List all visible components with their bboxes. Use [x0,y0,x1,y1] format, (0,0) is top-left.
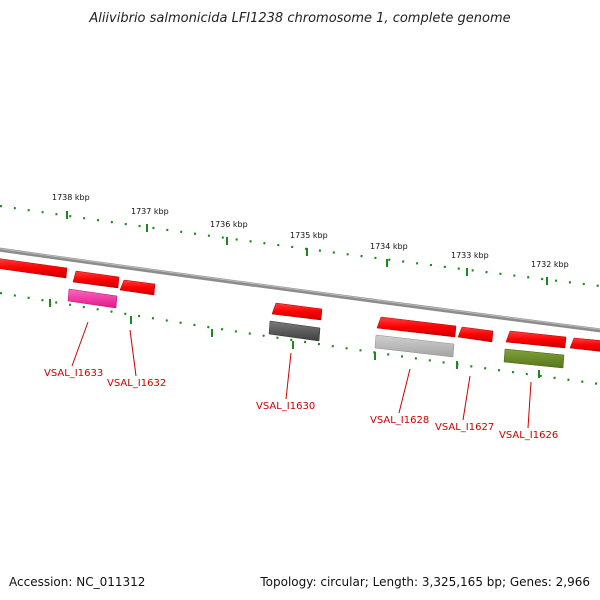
gene-label-I1628[interactable]: VSAL_I1628 [370,415,429,426]
leader-line-I1628 [398,368,411,414]
cds-track [0,258,600,352]
scale-label-1737: 1737 kbp [131,207,169,216]
cds-feature[interactable] [271,302,323,321]
gene-label-I1632[interactable]: VSAL_I1632 [107,378,166,389]
inner-scale-track [0,291,600,386]
cds-feature[interactable] [119,279,156,296]
scale-label-1734: 1734 kbp [370,242,408,251]
gene-label-I1626[interactable]: VSAL_I1626 [499,430,558,441]
gene-label-I1630[interactable]: VSAL_I1630 [256,401,315,412]
leader-line-I1633 [71,321,89,367]
cds-feature[interactable] [72,270,120,289]
outer-scale-track [0,204,600,288]
leader-line-I1626 [527,381,532,429]
scale-label-1736: 1736 kbp [210,220,248,229]
label-leader-lines [71,321,532,429]
chromosome-backbone [0,247,600,333]
cds-feature[interactable] [569,337,600,352]
feature-blocks [67,288,565,369]
leader-line-I1627 [462,375,471,421]
genome-summary-text: Topology: circular; Length: 3,325,165 bp… [259,575,590,589]
accession-text: Accession: NC_011312 [9,575,145,589]
scale-label-1733: 1733 kbp [451,251,489,260]
leader-line-I1630 [285,352,292,400]
feature-block-magenta[interactable] [67,288,118,309]
feature-block-olive[interactable] [503,348,565,369]
map-title: Aliivibrio salmonicida LFI1238 chromosom… [88,11,510,26]
cds-feature[interactable] [457,326,494,343]
outer-scale-dots [0,204,600,288]
chromosome-backbone-highlight [0,248,600,330]
scale-label-1732: 1732 kbp [531,260,569,269]
leader-line-I1632 [129,329,137,377]
cds-feature[interactable] [376,316,457,338]
feature-block-dark-gray[interactable] [268,320,321,342]
inner-scale-dots [0,291,600,386]
cds-feature[interactable] [0,258,68,279]
scale-label-1735: 1735 kbp [290,231,328,240]
gene-label-I1627[interactable]: VSAL_I1627 [435,422,494,433]
gene-label-I1633[interactable]: VSAL_I1633 [44,368,103,379]
cds-feature[interactable] [505,330,567,349]
scale-label-1738: 1738 kbp [52,193,90,202]
feature-block-light-gray[interactable] [374,334,455,358]
